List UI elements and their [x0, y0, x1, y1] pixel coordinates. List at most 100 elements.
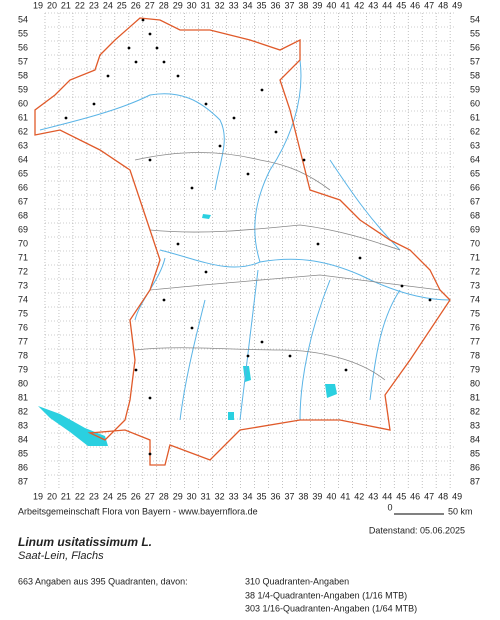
row-label: 85	[18, 448, 28, 458]
row-label: 73	[18, 280, 28, 290]
column-label: 45	[396, 0, 406, 10]
column-label: 48	[438, 491, 448, 501]
row-label: 54	[18, 14, 28, 24]
column-label: 39	[312, 491, 322, 501]
row-label: 87	[18, 476, 28, 486]
county-borders	[134, 152, 441, 381]
row-label: 72	[470, 266, 480, 276]
row-label: 61	[18, 112, 28, 122]
column-label: 19	[33, 0, 43, 10]
breakdown: 303 1/16-Quadranten-Angaben (1/64 MTB)	[245, 603, 417, 613]
column-label: 28	[159, 491, 169, 501]
column-label: 22	[75, 491, 85, 501]
column-label: 42	[354, 0, 364, 10]
row-label: 84	[18, 434, 28, 444]
row-label: 68	[470, 210, 480, 220]
row-label: 76	[470, 322, 480, 332]
column-label: 31	[201, 491, 211, 501]
row-label: 86	[470, 462, 480, 472]
column-label: 22	[75, 0, 85, 10]
row-label: 59	[470, 84, 480, 94]
column-label: 30	[187, 0, 197, 10]
row-label: 64	[470, 154, 480, 164]
column-label: 36	[270, 0, 280, 10]
column-label: 34	[243, 491, 253, 501]
column-label: 47	[424, 0, 434, 10]
column-label: 28	[159, 0, 169, 10]
breakdown: 310 Quadranten-Angaben	[245, 576, 349, 586]
row-label: 66	[18, 182, 28, 192]
column-label: 49	[452, 491, 462, 501]
column-label: 25	[117, 491, 127, 501]
row-label: 80	[18, 378, 28, 388]
column-label: 48	[438, 0, 448, 10]
row-label: 68	[18, 210, 28, 220]
row-label: 70	[18, 238, 28, 248]
row-label: 56	[470, 42, 480, 52]
column-label: 26	[131, 0, 141, 10]
row-label: 77	[470, 336, 480, 346]
column-label: 21	[61, 0, 71, 10]
row-label: 69	[18, 224, 28, 234]
column-label: 43	[368, 491, 378, 501]
row-label: 74	[470, 294, 480, 304]
row-label: 56	[18, 42, 28, 52]
row-label: 65	[470, 168, 480, 178]
row-label: 76	[18, 322, 28, 332]
column-label: 45	[396, 491, 406, 501]
row-label: 58	[470, 70, 480, 80]
column-label: 49	[452, 0, 462, 10]
row-label: 55	[470, 28, 480, 38]
row-label: 82	[470, 406, 480, 416]
row-label: 60	[470, 98, 480, 108]
row-label: 64	[18, 154, 28, 164]
row-label: 66	[470, 182, 480, 192]
row-label: 58	[18, 70, 28, 80]
row-label: 63	[18, 140, 28, 150]
column-label: 35	[257, 491, 267, 501]
species-name: Linum usitatissimum L.	[18, 535, 152, 549]
column-label: 47	[424, 491, 434, 501]
column-label: 40	[326, 0, 336, 10]
labels: Arbeitsgemeinschaft Flora von Bayern - w…	[18, 502, 473, 613]
row-label: 63	[470, 140, 480, 150]
row-label: 79	[470, 364, 480, 374]
occurrence-dots	[64, 18, 432, 456]
column-label: 44	[382, 0, 392, 10]
column-label: 42	[354, 491, 364, 501]
row-label: 74	[18, 294, 28, 304]
row-label: 78	[470, 350, 480, 360]
column-label: 35	[257, 0, 267, 10]
row-label: 73	[470, 280, 480, 290]
column-label: 27	[145, 491, 155, 501]
column-label: 37	[284, 0, 294, 10]
column-label: 33	[229, 491, 239, 501]
credit: Arbeitsgemeinschaft Flora von Bayern - w…	[18, 506, 258, 516]
row-label: 69	[470, 224, 480, 234]
row-label: 71	[18, 252, 28, 262]
row-label: 77	[18, 336, 28, 346]
grid	[44, 12, 455, 490]
column-label: 21	[61, 491, 71, 501]
row-label: 67	[470, 196, 480, 206]
column-label: 33	[229, 0, 239, 10]
column-label: 24	[103, 0, 113, 10]
row-label: 72	[18, 266, 28, 276]
row-label: 81	[18, 392, 28, 402]
column-label: 46	[410, 491, 420, 501]
summary: 663 Angaben aus 395 Quadranten, davon:	[18, 576, 188, 586]
column-label: 39	[312, 0, 322, 10]
row-label: 67	[18, 196, 28, 206]
row-label: 78	[18, 350, 28, 360]
column-label: 32	[215, 491, 225, 501]
column-label: 46	[410, 0, 420, 10]
column-label: 32	[215, 0, 225, 10]
column-label: 23	[89, 0, 99, 10]
row-label: 86	[18, 462, 28, 472]
column-label: 25	[117, 0, 127, 10]
row-label: 84	[470, 434, 480, 444]
row-label: 81	[470, 392, 480, 402]
row-label: 57	[18, 56, 28, 66]
row-label: 62	[18, 126, 28, 136]
